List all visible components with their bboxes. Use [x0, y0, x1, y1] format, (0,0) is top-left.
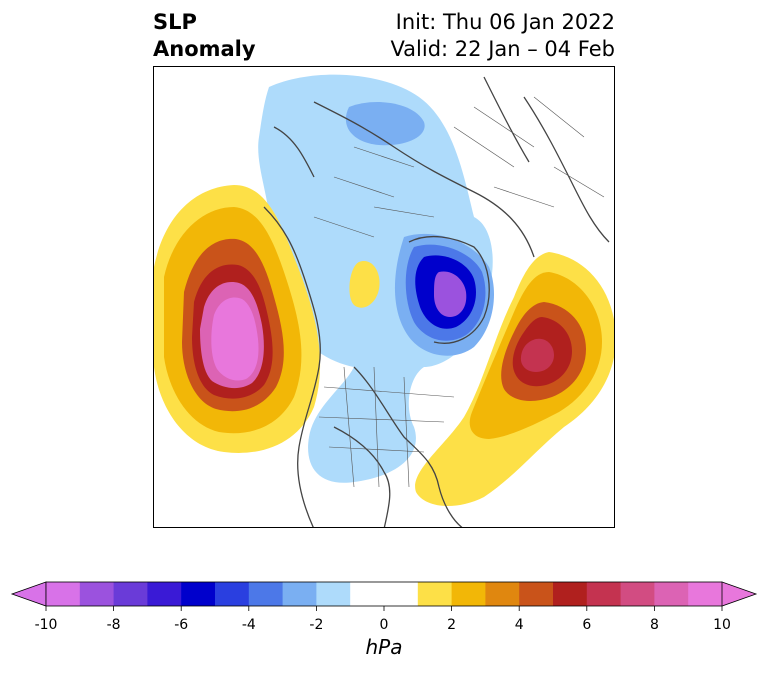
- colorbar-cell: [282, 582, 317, 606]
- colorbar-tick-label: 6: [582, 617, 591, 633]
- colorbar-cell: [586, 582, 622, 606]
- pacific-positive-anomaly: [154, 185, 321, 453]
- colorbar-cell: [620, 582, 655, 606]
- title-line-2: Anomaly: [153, 37, 256, 61]
- colorbar-cell: [417, 582, 453, 606]
- colorbar-tick-label: -10: [35, 617, 58, 633]
- colorbar-cell: [181, 582, 216, 606]
- colorbar-cell: [384, 582, 419, 606]
- colorbar-cell: [248, 582, 284, 606]
- map-canvas: [154, 74, 614, 527]
- valid-dates: Valid: 22 Jan – 04 Feb: [390, 37, 615, 61]
- forecast-dates: Init: Thu 06 Jan 2022 Valid: 22 Jan – 04…: [390, 9, 615, 63]
- colorbar-tick-label: -6: [174, 617, 188, 633]
- colorbar-tick-label: -8: [107, 617, 121, 633]
- colorbar-cell: [350, 582, 385, 606]
- colorbar-tick-label: 4: [515, 617, 524, 633]
- map-title: SLP Anomaly: [153, 9, 256, 63]
- colorbar-unit-label: hPa: [365, 635, 403, 659]
- title-line-1: SLP: [153, 10, 197, 34]
- colorbar-tick-label: 10: [713, 617, 731, 633]
- colorbar-min-arrow: [10, 581, 47, 607]
- colorbar-cell: [215, 582, 250, 606]
- colorbar-cell: [451, 582, 486, 606]
- coastlines: [263, 76, 610, 527]
- borders: [313, 96, 605, 488]
- colorbar-tick-label: 2: [447, 617, 456, 633]
- colorbar-cell: [147, 582, 182, 606]
- colorbar-cell: [654, 582, 689, 606]
- colorbar-cell: [553, 582, 588, 606]
- colorbar-cell: [113, 582, 148, 606]
- atlantic-positive-anomaly: [415, 252, 614, 507]
- colorbar-max-arrow: [721, 581, 758, 607]
- colorbar-cells: [10, 581, 758, 607]
- colorbar-ticks: -10 -8 -6 -4 -2 0 2 4 6 8 10: [35, 606, 731, 633]
- colorbar: -10 -8 -6 -4 -2 0 2 4 6 8 10: [10, 581, 758, 633]
- colorbar-tick-label: 8: [650, 617, 659, 633]
- init-date: Init: Thu 06 Jan 2022: [395, 10, 615, 34]
- colorbar-cell: [46, 582, 81, 606]
- colorbar-tick-label: -4: [242, 617, 256, 633]
- colorbar-tick-label: -2: [309, 617, 323, 633]
- minor-positive-anomaly: [349, 261, 380, 308]
- anomaly-map: [153, 66, 615, 528]
- strongest-negative-region: [434, 271, 467, 317]
- colorbar-cell: [519, 582, 554, 606]
- colorbar-cell: [688, 582, 723, 606]
- colorbar-cell: [79, 582, 115, 606]
- colorbar-tick-label: 0: [380, 617, 389, 633]
- colorbar-cell: [316, 582, 351, 606]
- negative-region-north: [345, 102, 425, 146]
- colorbar-cell: [485, 582, 520, 606]
